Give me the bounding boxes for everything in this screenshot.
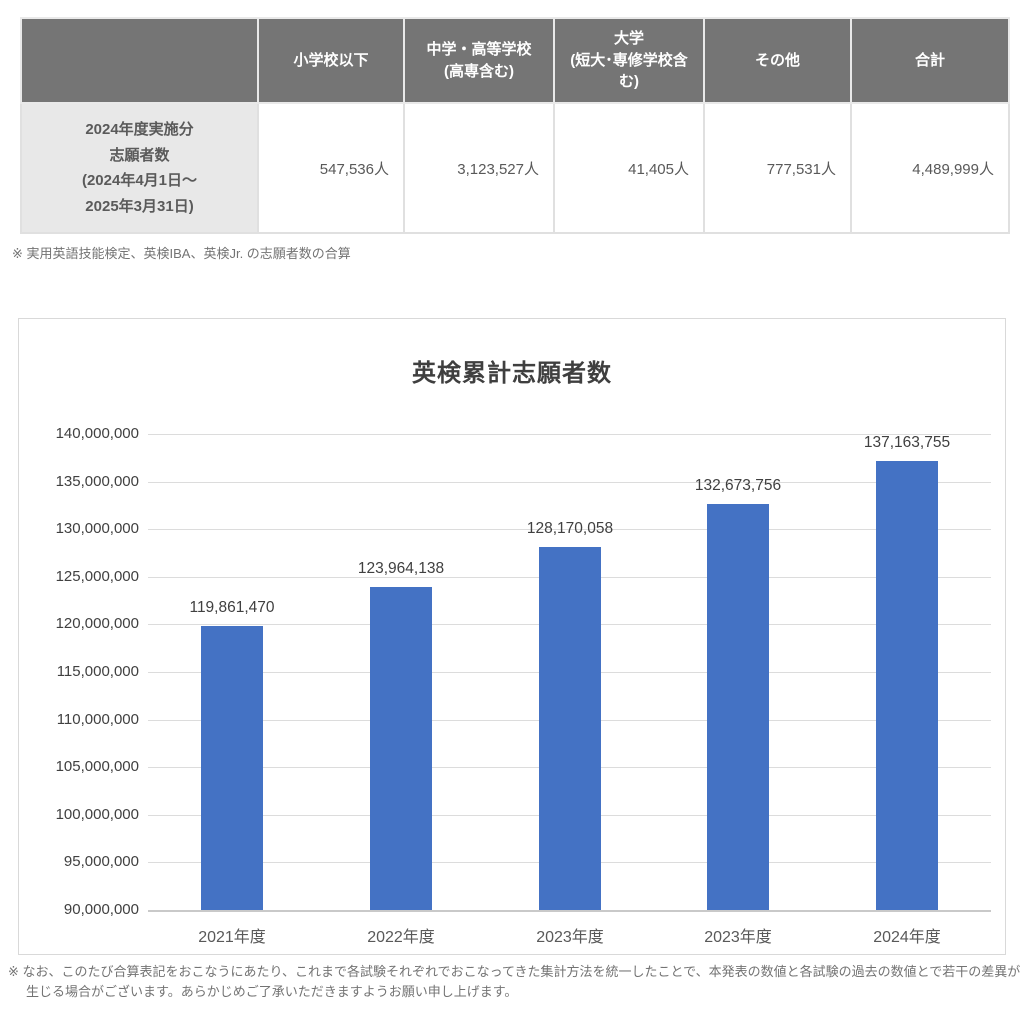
y-tick-label: 120,000,000 [55, 615, 139, 632]
x-axis-line [148, 910, 991, 912]
y-tick-label: 105,000,000 [55, 758, 139, 775]
col-header-elementary: 小学校以下 [257, 17, 405, 104]
x-tick-label: 2022年度 [367, 929, 435, 946]
y-tick-label: 100,000,000 [55, 806, 139, 823]
bar-chart-plot: 90,000,000 95,000,000 100,000,000 105,000,0… [19, 319, 1005, 954]
cell-total: 4,489,999人 [850, 102, 1010, 234]
chart-bar [876, 461, 938, 910]
chart-title: 英検累計志願者数 [412, 360, 612, 387]
chart-footnote: ※ なお、このたび合算表記をおこなうにあたり、これまで各試験それぞれでおこなって… [8, 964, 1021, 1000]
cell-elementary: 547,536人 [257, 102, 405, 234]
y-tick-label: 125,000,000 [55, 568, 139, 585]
col-header-empty [20, 17, 259, 104]
cell-secondary: 3,123,527人 [403, 102, 555, 234]
table-footnote: ※ 実用英語技能検定、英検IBA、英検Jr. の志願者数の合算 [12, 246, 351, 261]
col-header-other: その他 [703, 17, 852, 104]
table-header-row: 小学校以下 中学・高等学校 (高専含む) 大学 (短大･専修学校含む) その他 … [20, 17, 1010, 104]
x-tick-label: 2024年度 [873, 929, 941, 946]
table-row: 2024年度実施分 志願者数 (2024年4月1日〜 2025年3月31日) 5… [20, 102, 1010, 234]
applicants-table: 小学校以下 中学・高等学校 (高専含む) 大学 (短大･専修学校含む) その他 … [20, 17, 1010, 234]
gridline [148, 482, 991, 483]
y-tick-label: 140,000,000 [55, 425, 139, 442]
cell-university: 41,405人 [553, 102, 705, 234]
y-tick-label: 95,000,000 [63, 853, 139, 870]
x-tick-label: 2023年度 [704, 929, 772, 946]
cell-other: 777,531人 [703, 102, 852, 234]
y-tick-label: 130,000,000 [55, 520, 139, 537]
bar-value-label: 137,163,755 [863, 434, 951, 451]
chart-bar [370, 587, 432, 910]
chart-container: 英検累計志願者数 90,000,000 95,000,000 100,000,000… [18, 318, 1006, 955]
chart-bar [707, 504, 769, 910]
gridline [148, 529, 991, 530]
bar-value-label: 132,673,756 [694, 477, 782, 494]
y-tick-label: 110,000,000 [56, 711, 139, 728]
chart-bar [201, 626, 263, 910]
x-tick-label: 2023年度 [536, 929, 604, 946]
bar-value-label: 128,170,058 [526, 520, 614, 537]
col-header-total: 合計 [850, 17, 1010, 104]
bar-value-label: 123,964,138 [357, 560, 445, 577]
bar-value-label: 119,861,470 [189, 599, 275, 616]
y-tick-label: 115,000,000 [56, 663, 139, 680]
chart-bar [539, 547, 601, 910]
x-tick-label: 2021年度 [198, 929, 266, 946]
col-header-secondary: 中学・高等学校 (高専含む) [403, 17, 555, 104]
gridline [148, 434, 991, 435]
y-tick-label: 90,000,000 [63, 901, 139, 918]
row-label-2024: 2024年度実施分 志願者数 (2024年4月1日〜 2025年3月31日) [20, 102, 259, 234]
y-tick-label: 135,000,000 [55, 473, 139, 490]
col-header-university: 大学 (短大･専修学校含む) [553, 17, 705, 104]
